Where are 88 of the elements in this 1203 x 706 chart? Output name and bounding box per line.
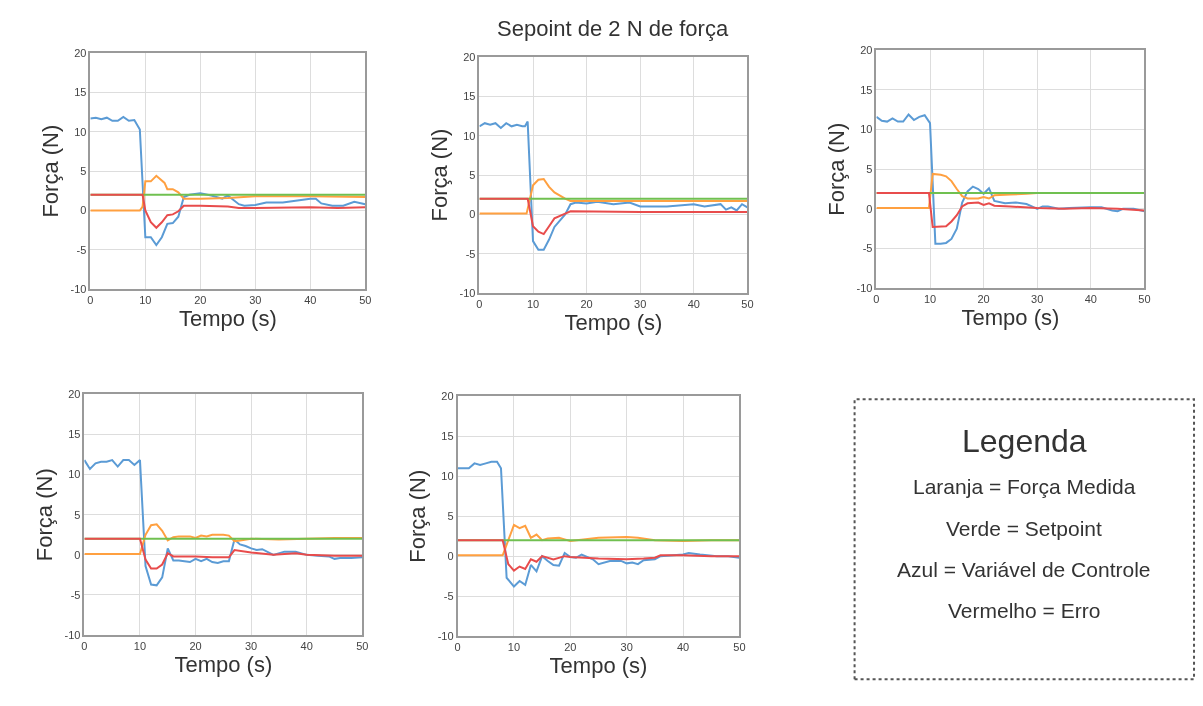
x-tick-label: 20 bbox=[977, 293, 990, 306]
y-tick-label: 5 bbox=[866, 163, 873, 176]
x-tick-label: 20 bbox=[564, 641, 577, 654]
x-tick-label: 50 bbox=[356, 640, 369, 653]
y-tick-label: 10 bbox=[463, 129, 476, 142]
y-tick-label: 20 bbox=[74, 47, 87, 60]
y-tick-label: 5 bbox=[447, 510, 454, 523]
x-tick-label: 10 bbox=[507, 641, 521, 654]
y-tick-label: 15 bbox=[860, 83, 873, 96]
y-tick-label: 15 bbox=[74, 86, 87, 99]
y-tick-label: -5 bbox=[70, 588, 81, 601]
x-tick-label: 50 bbox=[359, 294, 372, 307]
y-tick-label: 0 bbox=[866, 202, 873, 215]
line-series bbox=[876, 191, 1145, 229]
y-tick-label: 10 bbox=[74, 125, 87, 138]
line-series bbox=[479, 178, 748, 215]
line-series bbox=[479, 197, 748, 236]
x-axis-title: Tempo (s) bbox=[564, 309, 663, 335]
text: Verde = Setpoint bbox=[946, 517, 1103, 540]
x-tick-label: 30 bbox=[1031, 293, 1044, 306]
y-tick-label: 5 bbox=[74, 508, 81, 521]
y-axis-title: Força (N) bbox=[823, 122, 849, 216]
x-tick-label: 50 bbox=[733, 641, 746, 654]
y-tick-label: 15 bbox=[463, 90, 476, 103]
y-tick-label: 20 bbox=[860, 44, 873, 57]
y-tick-label: 10 bbox=[441, 470, 454, 483]
line-series bbox=[457, 539, 740, 572]
x-tick-label: 10 bbox=[133, 640, 147, 653]
y-tick-label: 20 bbox=[441, 390, 454, 403]
x-tick-label: 30 bbox=[249, 294, 262, 307]
text: Vermelho = Erro bbox=[948, 599, 1101, 622]
line-series bbox=[457, 460, 740, 588]
y-tick-label: 20 bbox=[68, 388, 81, 401]
chart-title: Sepoint de 2 N de força bbox=[497, 16, 729, 41]
y-tick-label: 15 bbox=[68, 428, 81, 441]
text: Laranja = Força Medida bbox=[913, 475, 1136, 498]
y-tick-label: -10 bbox=[437, 629, 454, 642]
line-series bbox=[84, 537, 363, 570]
y-tick-label: 5 bbox=[80, 164, 87, 177]
y-axis-title: Força (N) bbox=[405, 469, 431, 563]
x-tick-label: 30 bbox=[634, 297, 647, 310]
x-tick-label: 20 bbox=[194, 294, 207, 307]
y-tick-label: 5 bbox=[469, 168, 476, 181]
x-axis-title: Tempo (s) bbox=[549, 653, 648, 679]
x-axis-title: Tempo (s) bbox=[178, 306, 277, 332]
x-tick-label: 50 bbox=[741, 297, 754, 310]
y-tick-label: 15 bbox=[441, 430, 454, 443]
x-tick-label: 40 bbox=[676, 641, 690, 654]
y-tick-label: -10 bbox=[70, 282, 87, 295]
text: Azul = Variável de Controle bbox=[897, 558, 1151, 581]
line-series bbox=[479, 120, 748, 251]
x-tick-label: 30 bbox=[245, 640, 258, 653]
y-tick-label: -10 bbox=[64, 628, 81, 641]
line-series bbox=[90, 193, 366, 229]
y-tick-label: 0 bbox=[469, 208, 476, 221]
line-series bbox=[90, 115, 366, 247]
y-tick-label: 0 bbox=[74, 548, 81, 561]
y-tick-label: -5 bbox=[862, 242, 873, 255]
y-tick-label: -10 bbox=[459, 286, 476, 299]
y-tick-label: 10 bbox=[860, 123, 873, 136]
text: Legenda bbox=[962, 423, 1087, 459]
y-tick-label: 0 bbox=[80, 204, 87, 217]
y-tick-label: 20 bbox=[463, 50, 476, 63]
line-series bbox=[84, 459, 363, 587]
x-tick-label: 20 bbox=[189, 640, 202, 653]
y-axis-title: Força (N) bbox=[426, 128, 452, 222]
y-tick-label: 0 bbox=[447, 550, 454, 562]
x-tick-label: 20 bbox=[580, 297, 593, 310]
y-tick-label: -10 bbox=[856, 281, 873, 294]
x-tick-label: 40 bbox=[300, 640, 313, 653]
y-tick-label: -5 bbox=[443, 589, 454, 602]
x-tick-label: 40 bbox=[1084, 293, 1097, 306]
x-tick-label: 40 bbox=[304, 294, 317, 307]
x-tick-label: 10 bbox=[139, 294, 152, 307]
line-series bbox=[90, 174, 366, 212]
y-tick-label: 10 bbox=[68, 468, 81, 481]
y-axis-title: Força (N) bbox=[37, 124, 63, 218]
y-axis-title: Força (N) bbox=[31, 468, 57, 562]
x-tick-label: 10 bbox=[923, 293, 937, 306]
y-tick-label: -5 bbox=[465, 247, 476, 260]
line-series bbox=[876, 113, 1145, 245]
x-tick-label: 10 bbox=[526, 297, 540, 310]
x-axis-title: Tempo (s) bbox=[961, 305, 1060, 331]
x-tick-label: 30 bbox=[620, 641, 633, 654]
y-tick-label: -5 bbox=[76, 243, 87, 256]
x-axis-title: Tempo (s) bbox=[174, 652, 273, 678]
x-tick-label: 50 bbox=[1138, 293, 1151, 306]
x-tick-label: 40 bbox=[687, 297, 700, 310]
